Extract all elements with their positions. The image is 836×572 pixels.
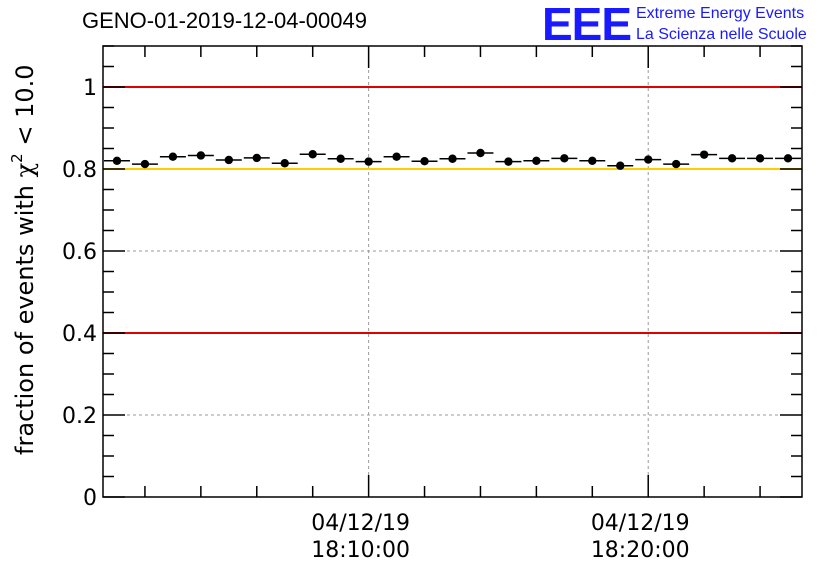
y-axis-label: fraction of events with χ2 < 10.0 xyxy=(8,64,39,455)
logo-tagline-2: La Scienza nelle Scuole xyxy=(636,26,807,43)
data-point xyxy=(140,159,150,169)
data-point xyxy=(252,153,261,163)
x-tick-label-date: 04/12/19 xyxy=(591,511,690,536)
data-point xyxy=(588,156,597,165)
x-tick-label-time: 18:20:00 xyxy=(591,538,690,563)
data-point xyxy=(699,150,709,159)
data-point xyxy=(336,154,345,163)
data-point xyxy=(783,154,793,163)
axis-labels: 00.20.40.60.8104/12/1918:10:0004/12/1918… xyxy=(62,76,690,563)
reference-lines xyxy=(103,86,802,334)
data-point xyxy=(616,161,625,170)
logo-letters: EEE xyxy=(542,0,632,50)
y-tick-label: 0 xyxy=(83,486,97,511)
y-axis-label-symbol: χ xyxy=(11,162,39,177)
data-point xyxy=(280,159,289,168)
plot-frame xyxy=(102,45,803,498)
data-point xyxy=(168,152,178,161)
data-point xyxy=(196,151,206,160)
logo-tagline-1: Extreme Energy Events xyxy=(636,5,805,22)
data-point xyxy=(755,154,765,163)
y-axis-label-prefix: fraction of events with xyxy=(11,177,39,455)
y-tick-label: 0.2 xyxy=(62,404,97,429)
y-axis-label-suffix: < 10.0 xyxy=(11,64,39,153)
data-points xyxy=(104,148,801,170)
axis-ticks xyxy=(103,45,802,498)
y-tick-label: 0.8 xyxy=(62,158,97,183)
data-point xyxy=(392,152,401,161)
data-point xyxy=(644,155,653,164)
data-point xyxy=(504,157,513,166)
data-point xyxy=(532,156,541,165)
data-point xyxy=(364,157,373,166)
data-point xyxy=(727,154,737,163)
data-point xyxy=(560,154,569,163)
chart-title: GENO-01-2019-12-04-00049 xyxy=(82,8,367,33)
x-tick-label-date: 04/12/19 xyxy=(311,511,410,536)
data-point xyxy=(476,148,485,158)
y-tick-label: 0.6 xyxy=(62,240,97,265)
data-point xyxy=(224,155,234,165)
y-tick-label: 1 xyxy=(83,76,97,101)
data-point xyxy=(112,156,122,165)
y-axis-label-sup: 2 xyxy=(8,153,26,163)
data-point xyxy=(420,157,429,166)
y-tick-label: 0.4 xyxy=(62,322,97,347)
data-point xyxy=(671,159,681,169)
data-point xyxy=(308,150,317,159)
data-point xyxy=(448,154,457,163)
x-tick-label-time: 18:10:00 xyxy=(311,538,410,563)
grid-layer xyxy=(103,46,802,497)
